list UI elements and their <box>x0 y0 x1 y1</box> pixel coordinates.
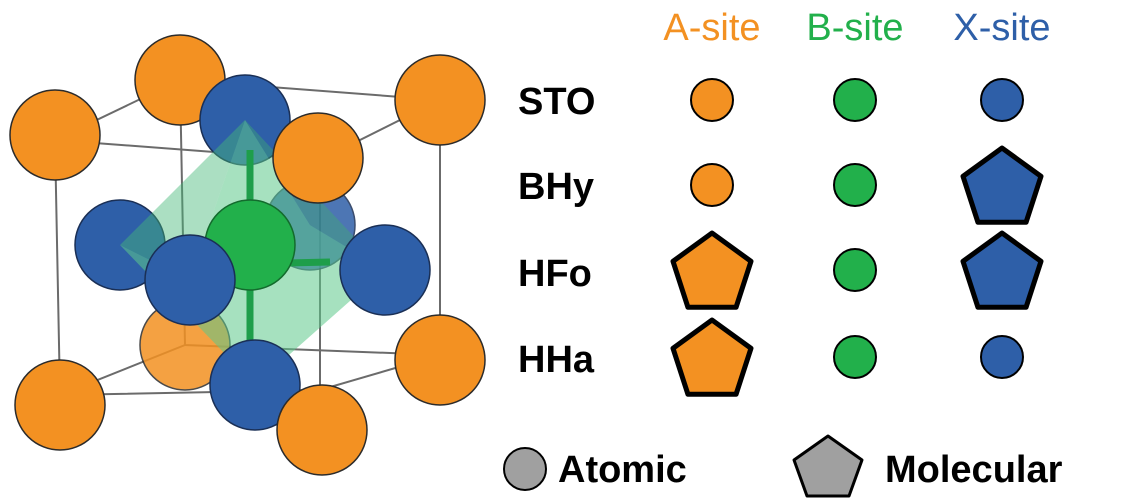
legend-atomic-label: Atomic <box>558 449 687 491</box>
bhy-b-site-atomic-symbol <box>833 163 877 207</box>
site-symbol-grid <box>670 78 1044 397</box>
a-site-atom-front-bottom-right <box>276 384 368 476</box>
row-label-hfo: HFo <box>518 253 592 295</box>
x-site-atom-bottom <box>209 339 301 431</box>
a-site-atom-back-bottom-right <box>394 314 486 406</box>
row-label-sto: STO <box>518 81 595 123</box>
legend-atomic-icon <box>503 447 547 491</box>
hha-a-site-molecular-symbol <box>670 317 754 397</box>
header-b-site: B-site <box>806 7 903 49</box>
sto-b-site-atomic-symbol <box>833 78 877 122</box>
row-label-hha: HHa <box>518 339 595 381</box>
a-site-atom-front-top-right <box>272 112 364 204</box>
hha-x-site-atomic-symbol <box>980 335 1024 379</box>
bhy-x-site-molecular-symbol <box>960 145 1044 225</box>
a-site-atom-front-bottom-left <box>14 359 106 451</box>
hfo-a-site-molecular-symbol <box>670 230 754 310</box>
row-label-bhy: BHy <box>518 166 594 208</box>
legend-molecular-icon <box>792 434 864 498</box>
sto-a-site-atomic-symbol <box>690 78 734 122</box>
hfo-x-site-molecular-symbol <box>960 230 1044 310</box>
x-site-atom-right <box>339 224 431 316</box>
hha-b-site-atomic-symbol <box>833 335 877 379</box>
legend: Atomic Molecular <box>503 434 1063 498</box>
header-a-site: A-site <box>663 7 760 49</box>
perovskite-crystal-illustration <box>9 34 486 476</box>
header-x-site: X-site <box>953 7 1050 49</box>
legend-molecular-label: Molecular <box>885 449 1063 491</box>
hfo-b-site-atomic-symbol <box>833 248 877 292</box>
bhy-a-site-atomic-symbol <box>690 163 734 207</box>
x-site-atom-front-left <box>144 234 236 326</box>
sto-x-site-atomic-symbol <box>980 78 1024 122</box>
column-headers: A-site B-site X-site <box>663 7 1050 49</box>
a-site-atom-front-top-left <box>9 89 101 181</box>
a-site-atom-back-top-right <box>394 54 486 146</box>
row-labels: STO BHy HFo HHa <box>518 81 595 381</box>
